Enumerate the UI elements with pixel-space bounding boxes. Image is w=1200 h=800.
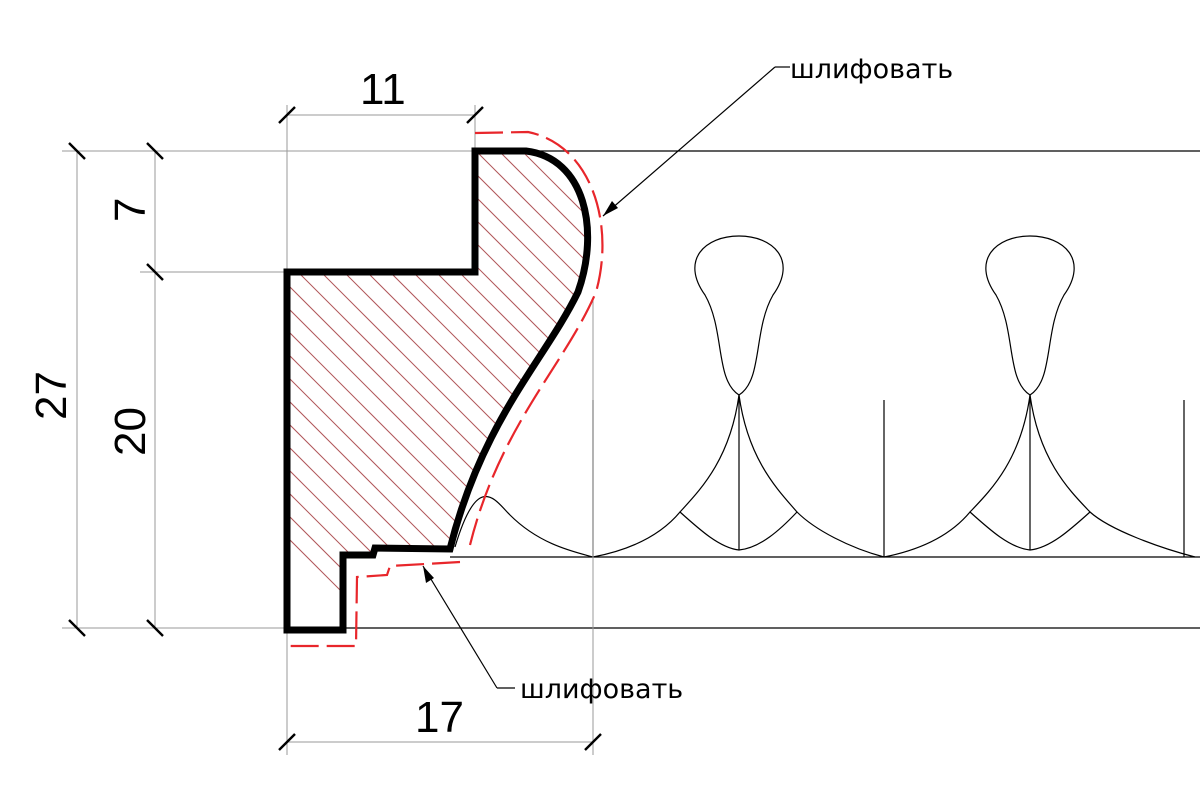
hatch-line [770,100,1200,660]
hatch-line [287,151,572,630]
note-sand-bottom: шлифовать [520,674,683,705]
hatch-line [609,100,1169,660]
hatch-line [287,151,411,630]
hatch-line [1000,100,1200,660]
hatch-line [309,151,588,630]
hatch-line [724,100,1200,660]
hatch-line [678,100,1200,660]
note-sand-top: шлифовать [790,54,953,85]
dim-lower-height: 20 [106,407,155,456]
hatch-line [839,100,1200,660]
hatch-line [885,100,1200,660]
hatch-line [287,151,588,630]
hatch-line [287,151,588,630]
arrowhead-icon [423,566,434,583]
hatch-line [562,151,588,630]
dim-total-height: 27 [27,371,76,420]
hatch-line [401,151,588,630]
hatch-line [287,151,588,630]
hatch-line [747,100,1200,660]
leader-top [602,66,790,217]
dim-bottom-width: 17 [415,693,464,742]
hatch-line [287,151,588,630]
ornament-teardrop-2 [969,235,1091,513]
hatch-line [470,151,588,630]
hatch-line [378,151,588,630]
leader-bottom [422,565,515,689]
sanding-lines [287,130,604,648]
hatch-line [516,151,588,630]
hatch-line [539,151,588,630]
hatch-line [1046,100,1200,660]
dimension-ticks [68,106,602,751]
hatch-line [816,100,1200,660]
sanding-line-top [468,130,604,546]
hatch-line [701,100,1200,660]
hatch-line [287,151,588,630]
sanding-line-bottom [287,560,461,648]
hatch-line [908,100,1200,660]
hatch-line [287,151,588,630]
hatch-line [287,151,549,630]
hatch-line [793,100,1200,660]
hatch-line [424,151,588,630]
hatch-line [287,151,526,630]
hatch-line [1023,100,1200,660]
hatch-line [977,100,1200,660]
arrowhead-icon [603,201,618,216]
hatch-line [632,100,1192,660]
hatch-line [287,151,588,630]
profile-outline [283,147,592,634]
hatch-line [931,100,1200,660]
section-hatching [287,100,1200,660]
hatch-line [954,100,1200,660]
molding-face-lines [343,150,1200,629]
dim-top-width: 11 [360,65,406,114]
hatch-line [862,100,1200,660]
hatch-line [447,151,588,630]
ornament-teardrop-1 [679,235,798,513]
hatch-line [332,151,588,630]
dim-upper-height: 7 [106,198,155,222]
hatch-line [355,151,588,630]
hatch-line [655,100,1200,660]
carved-ornament [454,235,1196,558]
hatch-line [585,151,588,630]
hatch-line [287,151,588,630]
